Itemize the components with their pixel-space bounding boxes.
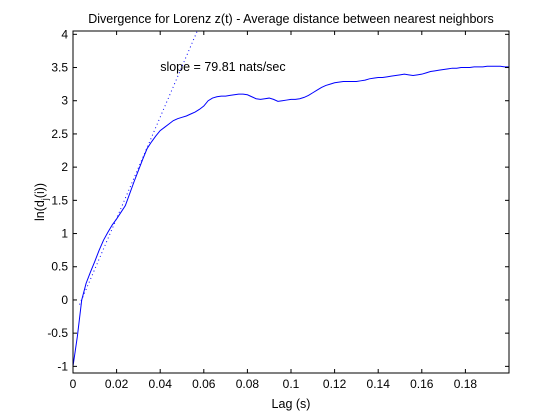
y-tick-label: 1.5 — [51, 193, 68, 207]
x-tick-label: 0.02 — [105, 377, 129, 391]
y-tick-label: 2 — [61, 160, 68, 174]
slope-fit-line — [79, 31, 198, 305]
y-axis-label-tail: (i)) — [33, 183, 47, 198]
x-tick-label: 0.12 — [323, 377, 347, 391]
y-axis-label-subscript: j — [40, 198, 50, 201]
y-tick-label: -1 — [57, 359, 68, 373]
y-tick-label: 0 — [61, 293, 68, 307]
y-axis-label-main: ln(d — [33, 200, 47, 221]
y-axis-ticks: -1 -0.5 0 0.5 1 1.5 2 2.5 3 3.5 4 — [47, 27, 509, 373]
x-axis-label: Lag (s) — [272, 397, 311, 411]
x-tick-label: 0.08 — [236, 377, 260, 391]
y-axis-label: ln(dj(i)) — [33, 183, 50, 221]
y-tick-label: 4 — [61, 27, 68, 41]
y-tick-label: 0.5 — [51, 260, 68, 274]
x-tick-label: 0.1 — [283, 377, 300, 391]
x-axis-ticks: 0 0.02 0.04 0.06 0.08 0.1 0.12 0.14 0.16 0.18 — [70, 31, 478, 391]
x-tick-label: 0.18 — [454, 377, 478, 391]
x-tick-label: 0.14 — [367, 377, 391, 391]
y-tick-label: 3 — [61, 94, 68, 108]
x-tick-label: 0.04 — [149, 377, 173, 391]
series-layer — [73, 31, 509, 367]
y-tick-label: 2.5 — [51, 127, 68, 141]
divergence-curve — [73, 65, 509, 367]
chart-title: Divergence for Lorenz z(t) - Average dis… — [88, 12, 494, 26]
y-tick-label: 1 — [61, 227, 68, 241]
chart-annotation: slope = 79.81 nats/sec — [160, 60, 285, 74]
y-tick-label: 3.5 — [51, 61, 68, 75]
plot-area — [73, 31, 509, 373]
y-tick-label: -0.5 — [47, 326, 68, 340]
x-tick-label: 0 — [70, 377, 77, 391]
x-tick-label: 0.16 — [410, 377, 434, 391]
x-tick-label: 0.06 — [192, 377, 216, 391]
